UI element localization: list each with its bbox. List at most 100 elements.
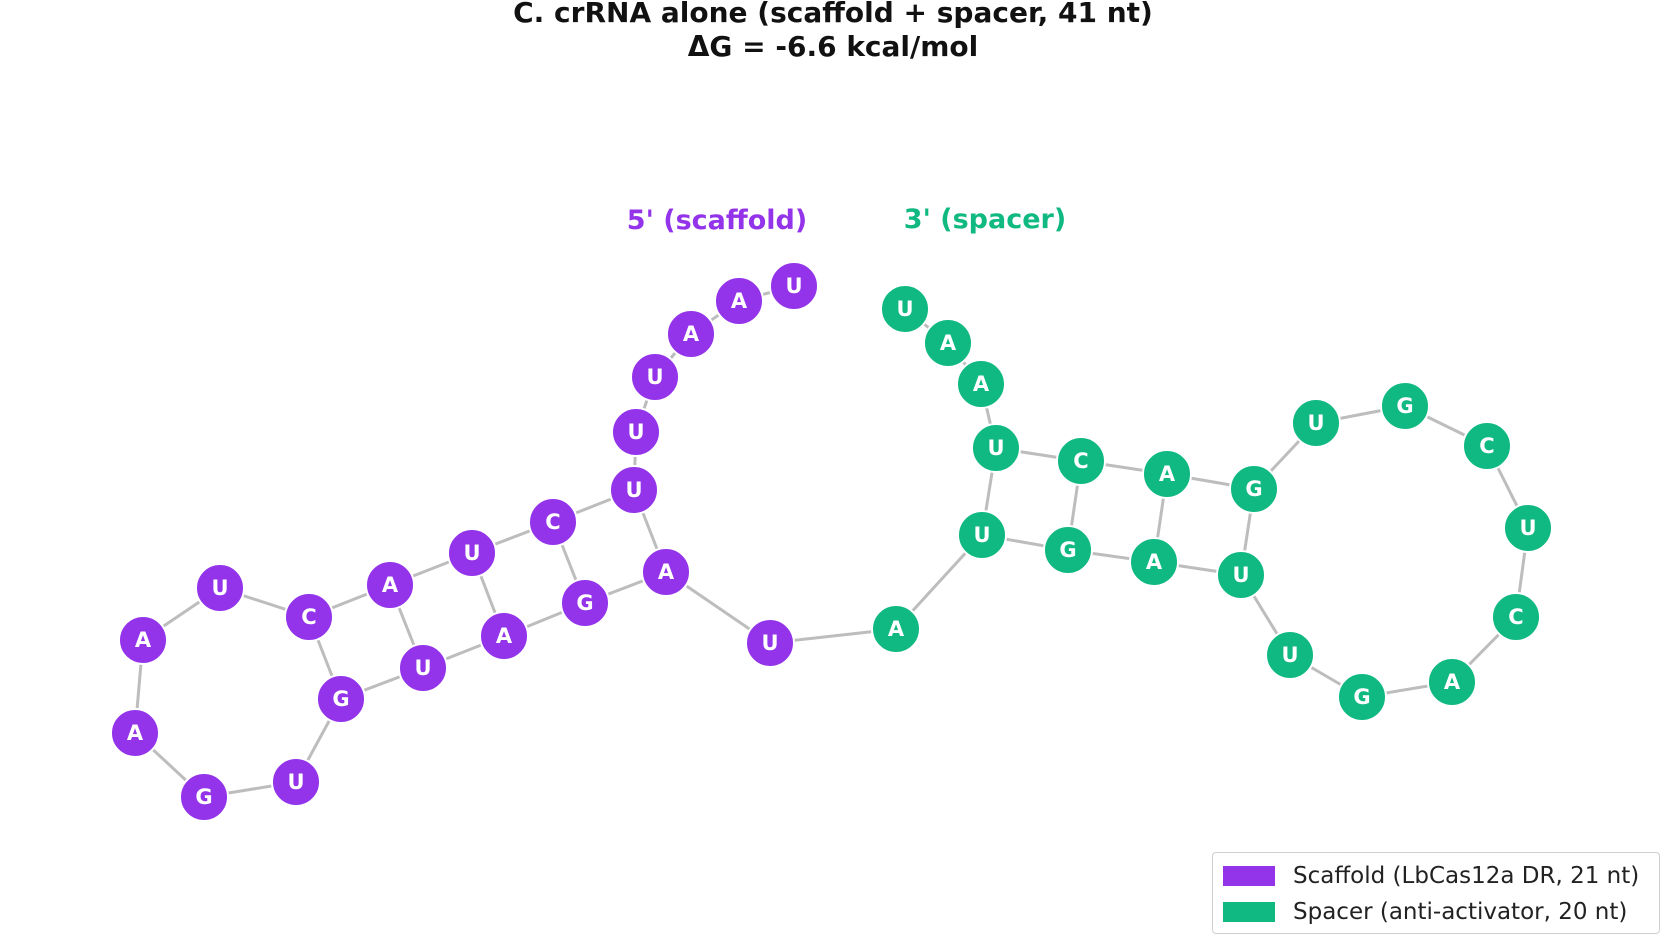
- spacer-nucleotide-label: A: [973, 372, 990, 396]
- scaffold-nucleotide-circle: [609, 465, 659, 515]
- spacer-nucleotide-label: U: [1519, 516, 1536, 540]
- scaffold-nucleotide-21: U: [745, 618, 795, 668]
- spacer-nucleotide-label: C: [1479, 434, 1494, 458]
- three-prime-label: 3' (spacer): [904, 204, 1066, 235]
- scaffold-nucleotide-label: A: [731, 289, 748, 313]
- scaffold-nucleotide-7: C: [528, 497, 578, 547]
- legend-entry-spacer: Spacer (anti-activator, 20 nt): [1223, 897, 1627, 927]
- spacer-nucleotide-label: U: [1307, 411, 1324, 435]
- spacer-nucleotide-label: U: [973, 523, 990, 547]
- spacer-nucleotide-circle: [1129, 537, 1179, 587]
- spacer-nucleotide-circle: [1337, 672, 1387, 722]
- spacer-nucleotide-label: U: [1232, 563, 1249, 587]
- scaffold-nucleotide-circle: [110, 708, 160, 758]
- scaffold-nucleotide-label: G: [195, 785, 212, 809]
- spacer-nucleotide-7: G: [1337, 672, 1387, 722]
- scaffold-nucleotide-label: U: [646, 365, 663, 389]
- spacer-nucleotide-circle: [971, 423, 1021, 473]
- spacer-nucleotide-1: A: [871, 604, 921, 654]
- spacer-nucleotide-circle: [923, 318, 973, 368]
- spacer-nucleotide-label: U: [896, 297, 913, 321]
- scaffold-nucleotide-11: U: [195, 563, 245, 613]
- scaffold-nucleotide-label: U: [211, 576, 228, 600]
- scaffold-nucleotide-5: U: [611, 407, 661, 457]
- spacer-nucleotide-17: U: [971, 423, 1021, 473]
- spacer-nucleotide-circle: [1043, 525, 1093, 575]
- scaffold-nucleotide-label: U: [761, 631, 778, 655]
- scaffold-nucleotide-circle: [666, 309, 716, 359]
- spacer-nucleotide-18: A: [956, 359, 1006, 409]
- scaffold-nucleotide-label: A: [135, 628, 152, 652]
- spacer-nucleotide-14: G: [1229, 464, 1279, 514]
- spacer-nucleotide-circle: [880, 284, 930, 334]
- spacer-nucleotide-4: A: [1129, 537, 1179, 587]
- scaffold-nucleotide-9: A: [365, 560, 415, 610]
- scaffold-nucleotide-circle: [769, 261, 819, 311]
- spacer-nucleotide-label: A: [1159, 462, 1176, 486]
- scaffold-nucleotide-1: U: [769, 261, 819, 311]
- scaffold-nucleotide-circle: [271, 757, 321, 807]
- spacer-nucleotide-6: U: [1265, 630, 1315, 680]
- spacer-nucleotide-circle: [1427, 657, 1477, 707]
- scaffold-nucleotide-circle: [365, 560, 415, 610]
- scaffold-nucleotide-3: A: [666, 309, 716, 359]
- spacer-nucleotide-label: G: [1245, 477, 1262, 501]
- spacer-nucleotide-label: G: [1353, 685, 1370, 709]
- scaffold-nucleotide-12: A: [118, 615, 168, 665]
- scaffold-nucleotide-circle: [528, 497, 578, 547]
- spacer-nucleotide-circle: [1491, 592, 1541, 642]
- scaffold-nucleotide-circle: [447, 528, 497, 578]
- spacer-nucleotide-9: C: [1491, 592, 1541, 642]
- spacer-nucleotide-label: A: [1146, 550, 1163, 574]
- five-prime-label: 5' (scaffold): [627, 205, 807, 236]
- scaffold-nucleotide-circle: [560, 578, 610, 628]
- spacer-nucleotide-circle: [1056, 436, 1106, 486]
- scaffold-nucleotide-16: G: [316, 674, 366, 724]
- legend-label-spacer: Spacer (anti-activator, 20 nt): [1293, 899, 1628, 925]
- spacer-nucleotide-label: A: [888, 617, 905, 641]
- spacer-nucleotide-20: U: [880, 284, 930, 334]
- spacer-swatch: [1223, 902, 1275, 922]
- spacer-nucleotide-circle: [1229, 464, 1279, 514]
- scaffold-nucleotide-label: U: [785, 274, 802, 298]
- scaffold-nucleotide-10: C: [284, 592, 334, 642]
- legend-label-scaffold: Scaffold (LbCas12a DR, 21 nt): [1293, 863, 1640, 889]
- title-line-1: C. crRNA alone (scaffold + spacer, 41 nt…: [513, 0, 1153, 29]
- scaffold-nucleotide-label: U: [627, 420, 644, 444]
- scaffold-nucleotide-label: U: [287, 770, 304, 794]
- scaffold-nucleotide-circle: [118, 615, 168, 665]
- legend: Scaffold (LbCas12a DR, 21 nt) Spacer (an…: [1212, 852, 1660, 934]
- spacer-nucleotide-circle: [1216, 550, 1266, 600]
- spacer-nucleotide-circle: [1265, 630, 1315, 680]
- figure-title: C. crRNA alone (scaffold + spacer, 41 nt…: [0, 0, 1666, 64]
- spacer-nucleotide-circle: [1291, 398, 1341, 448]
- spacer-nucleotide-15: A: [1142, 449, 1192, 499]
- legend-entry-scaffold: Scaffold (LbCas12a DR, 21 nt): [1223, 861, 1639, 891]
- spacer-nucleotide-13: U: [1291, 398, 1341, 448]
- scaffold-swatch: [1223, 866, 1275, 886]
- spacer-nucleotide-circle: [956, 359, 1006, 409]
- spacer-nucleotide-10: U: [1503, 503, 1553, 553]
- scaffold-nucleotide-20: A: [641, 547, 691, 597]
- spacer-nucleotide-12: G: [1380, 381, 1430, 431]
- spacer-nucleotide-label: U: [987, 436, 1004, 460]
- scaffold-nucleotide-label: U: [625, 478, 642, 502]
- spacer-nucleotide-label: U: [1281, 643, 1298, 667]
- scaffold-nucleotide-label: A: [658, 560, 675, 584]
- spacer-nucleotide-3: G: [1043, 525, 1093, 575]
- scaffold-nucleotide-2: A: [714, 276, 764, 326]
- scaffold-nucleotide-4: U: [630, 352, 680, 402]
- scaffold-nucleotide-18: A: [479, 611, 529, 661]
- spacer-nucleotide-16: C: [1056, 436, 1106, 486]
- spacer-nucleotide-label: A: [1444, 670, 1461, 694]
- spacer-nucleotide-circle: [871, 604, 921, 654]
- scaffold-nucleotide-label: G: [332, 687, 349, 711]
- spacer-nucleotide-circle: [1503, 503, 1553, 553]
- spacer-nucleotide-label: C: [1073, 449, 1088, 473]
- scaffold-nucleotide-19: G: [560, 578, 610, 628]
- spacer-nucleotide-5: U: [1216, 550, 1266, 600]
- scaffold-nucleotide-14: G: [179, 772, 229, 822]
- spacer-nucleotide-2: U: [957, 510, 1007, 560]
- scaffold-nucleotide-circle: [745, 618, 795, 668]
